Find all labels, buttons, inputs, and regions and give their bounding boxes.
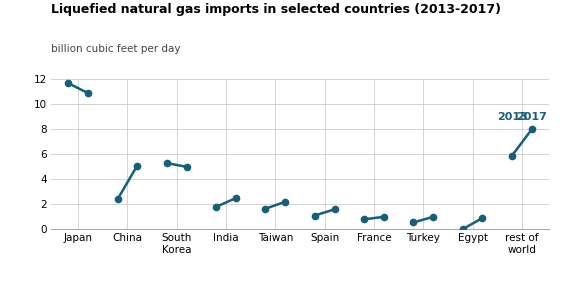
Text: Liquefied natural gas imports in selected countries (2013-2017): Liquefied natural gas imports in selecte…	[51, 3, 501, 16]
Text: 2017: 2017	[516, 112, 547, 122]
Text: billion cubic feet per day: billion cubic feet per day	[51, 44, 181, 54]
Text: 2013: 2013	[496, 112, 528, 122]
